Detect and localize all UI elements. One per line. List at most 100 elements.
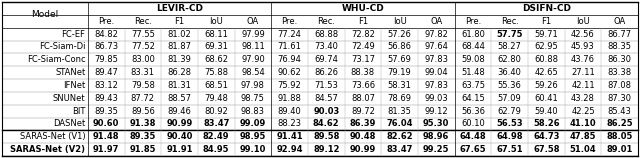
Text: 91.38: 91.38	[130, 119, 156, 128]
Text: Rec.: Rec.	[134, 17, 152, 26]
Text: 80.92: 80.92	[204, 107, 228, 116]
Text: 64.98: 64.98	[497, 132, 523, 141]
Text: 89.40: 89.40	[278, 107, 301, 116]
Text: 67.51: 67.51	[497, 145, 523, 154]
Text: 81.35: 81.35	[388, 107, 412, 116]
Text: 67.65: 67.65	[460, 145, 486, 154]
Text: 68.51: 68.51	[204, 81, 228, 90]
Text: 90.40: 90.40	[166, 132, 193, 141]
Text: 89.72: 89.72	[351, 107, 375, 116]
Text: 89.01: 89.01	[607, 145, 633, 154]
Text: 56.86: 56.86	[388, 42, 412, 51]
Text: 89.12: 89.12	[313, 145, 339, 154]
Text: 73.66: 73.66	[351, 81, 375, 90]
Text: DASNet: DASNet	[53, 119, 85, 128]
Text: 79.85: 79.85	[94, 55, 118, 64]
Text: 73.17: 73.17	[351, 55, 375, 64]
Text: 91.97: 91.97	[93, 145, 120, 154]
Text: 56.53: 56.53	[497, 119, 523, 128]
Text: 79.19: 79.19	[388, 68, 412, 77]
Text: 99.09: 99.09	[240, 119, 266, 128]
Text: 69.31: 69.31	[204, 42, 228, 51]
Text: 97.83: 97.83	[424, 81, 448, 90]
Text: 91.88: 91.88	[278, 94, 301, 103]
Text: 59.71: 59.71	[534, 30, 558, 39]
Text: 83.47: 83.47	[387, 145, 413, 154]
Text: 85.43: 85.43	[608, 107, 632, 116]
Text: 99.04: 99.04	[424, 68, 448, 77]
Text: 42.65: 42.65	[534, 68, 558, 77]
Text: 89.46: 89.46	[168, 107, 191, 116]
Text: 86.39: 86.39	[349, 119, 376, 128]
Text: 92.94: 92.94	[276, 145, 303, 154]
Text: 83.12: 83.12	[94, 81, 118, 90]
Text: 36.40: 36.40	[498, 68, 522, 77]
Text: Rec.: Rec.	[317, 17, 335, 26]
Text: 88.57: 88.57	[168, 94, 191, 103]
Text: 56.36: 56.36	[461, 107, 485, 116]
Text: 88.07: 88.07	[351, 94, 375, 103]
Text: Model: Model	[31, 10, 58, 19]
Text: F1: F1	[358, 17, 368, 26]
Text: 90.03: 90.03	[313, 107, 339, 116]
Text: 51.48: 51.48	[461, 68, 485, 77]
Text: 55.36: 55.36	[498, 81, 522, 90]
Text: 68.62: 68.62	[204, 55, 228, 64]
Text: 89.43: 89.43	[94, 94, 118, 103]
Text: 41.10: 41.10	[570, 119, 596, 128]
Text: 98.96: 98.96	[423, 132, 449, 141]
Text: 59.26: 59.26	[534, 81, 558, 90]
Text: 97.64: 97.64	[424, 42, 448, 51]
Text: 63.75: 63.75	[461, 81, 485, 90]
Text: 81.02: 81.02	[168, 30, 191, 39]
Text: 57.69: 57.69	[388, 55, 412, 64]
Text: 77.24: 77.24	[278, 30, 301, 39]
Text: 42.25: 42.25	[571, 107, 595, 116]
Text: 27.11: 27.11	[571, 68, 595, 77]
Text: 98.75: 98.75	[241, 94, 265, 103]
Text: F1: F1	[175, 17, 184, 26]
Text: 89.35: 89.35	[130, 132, 156, 141]
Text: 91.48: 91.48	[93, 132, 120, 141]
Text: 43.28: 43.28	[571, 94, 595, 103]
Text: 81.87: 81.87	[168, 42, 191, 51]
Text: STANet: STANet	[55, 68, 85, 77]
Text: 42.11: 42.11	[571, 81, 595, 90]
Text: SNUNet: SNUNet	[52, 94, 85, 103]
Text: F1: F1	[541, 17, 552, 26]
Text: 75.88: 75.88	[204, 68, 228, 77]
Text: FC-Siam-Di: FC-Siam-Di	[39, 42, 85, 51]
Text: OA: OA	[614, 17, 626, 26]
Text: 88.35: 88.35	[607, 42, 632, 51]
Text: 62.95: 62.95	[534, 42, 558, 51]
Text: 60.41: 60.41	[534, 94, 558, 103]
Text: 64.15: 64.15	[461, 94, 485, 103]
Text: 90.62: 90.62	[278, 68, 301, 77]
Text: 83.38: 83.38	[607, 68, 632, 77]
Text: 58.31: 58.31	[388, 81, 412, 90]
Text: 77.52: 77.52	[131, 42, 155, 51]
Text: 86.26: 86.26	[314, 68, 339, 77]
Text: 61.80: 61.80	[461, 30, 485, 39]
Text: 76.94: 76.94	[278, 55, 301, 64]
Text: IFNet: IFNet	[63, 81, 85, 90]
Text: 99.10: 99.10	[240, 145, 266, 154]
Text: 64.48: 64.48	[460, 132, 486, 141]
Text: 58.26: 58.26	[533, 119, 559, 128]
Text: Pre.: Pre.	[98, 17, 115, 26]
Text: 62.80: 62.80	[498, 55, 522, 64]
Text: 68.44: 68.44	[461, 42, 485, 51]
Text: 98.54: 98.54	[241, 68, 265, 77]
Text: 97.99: 97.99	[241, 30, 265, 39]
Text: 99.03: 99.03	[424, 94, 448, 103]
Text: 57.09: 57.09	[498, 94, 522, 103]
Text: 83.31: 83.31	[131, 68, 155, 77]
Text: 58.27: 58.27	[498, 42, 522, 51]
Text: 51.04: 51.04	[570, 145, 596, 154]
Text: 47.85: 47.85	[570, 132, 596, 141]
Text: 78.69: 78.69	[388, 94, 412, 103]
Text: Rec.: Rec.	[500, 17, 518, 26]
Text: 86.77: 86.77	[607, 30, 632, 39]
Text: 87.30: 87.30	[607, 94, 632, 103]
Text: 86.28: 86.28	[168, 68, 191, 77]
